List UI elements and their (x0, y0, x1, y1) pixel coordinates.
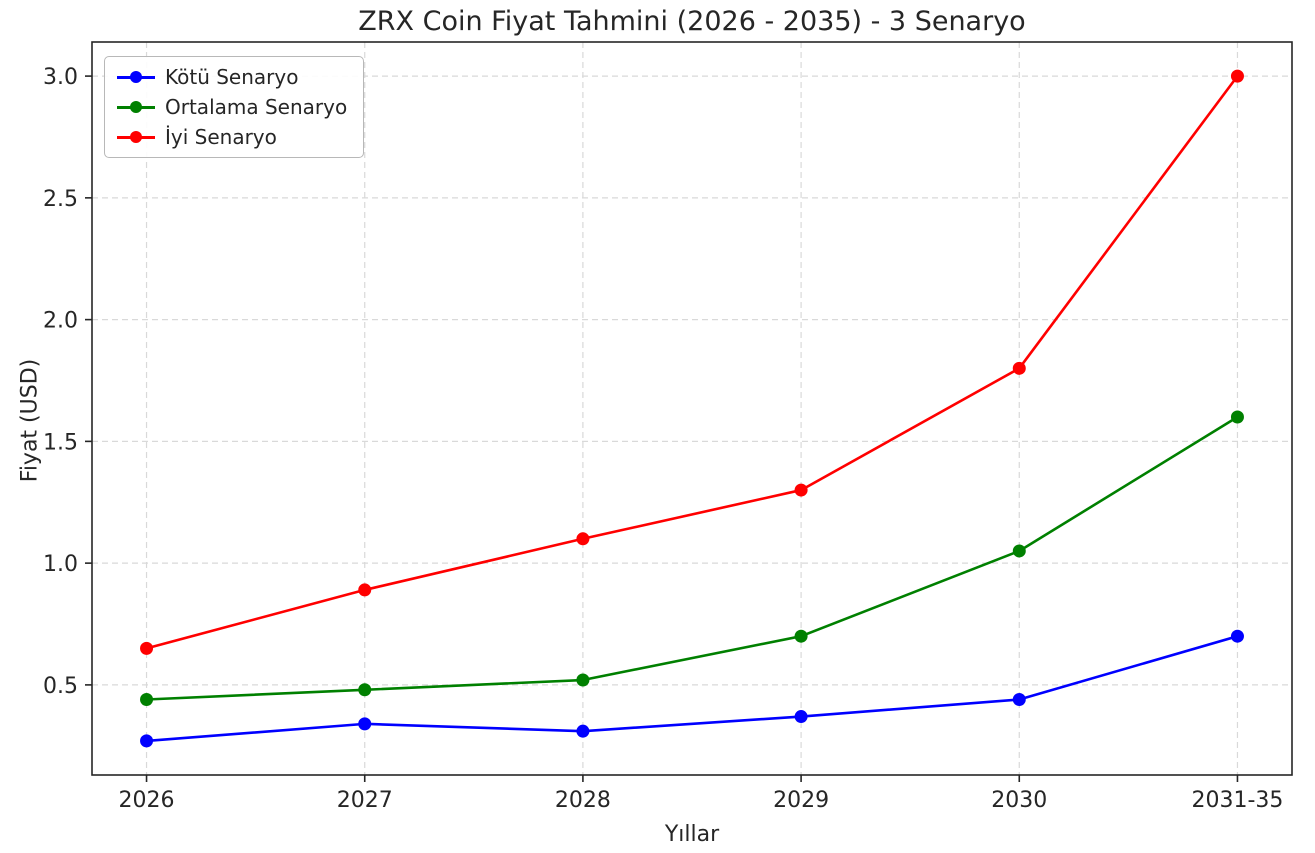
axes-spines (91, 41, 1293, 776)
x-tick-label: 2028 (555, 788, 611, 813)
data-point-marker (140, 734, 154, 748)
x-tick-label: 2026 (119, 788, 175, 813)
legend-marker-dot-icon (130, 101, 142, 113)
data-point-marker (1012, 693, 1026, 707)
data-point-marker (1012, 361, 1026, 375)
legend-label: Ortalama Senaryo (165, 95, 348, 119)
data-point-marker (140, 693, 154, 707)
legend-line-marker-icon (117, 101, 155, 113)
data-point-marker (358, 717, 372, 731)
legend-item: İyi Senaryo (117, 125, 347, 149)
y-tick-label: 2.5 (43, 187, 78, 212)
y-tick-label: 0.5 (43, 674, 78, 699)
data-point-marker (1230, 69, 1244, 83)
data-point-marker (358, 683, 372, 697)
data-point-marker (140, 641, 154, 655)
legend-label: İyi Senaryo (165, 125, 277, 149)
data-point-marker (576, 673, 590, 687)
series-line (145, 415, 1239, 701)
y-tick-label: 2.0 (43, 309, 78, 334)
data-point-marker (794, 629, 808, 643)
series-line (145, 634, 1239, 743)
data-point-marker (794, 710, 808, 724)
data-point-marker (1012, 544, 1026, 558)
y-tick-label: 1.0 (43, 552, 78, 577)
legend-label: Kötü Senaryo (165, 65, 299, 89)
legend-item: Ortalama Senaryo (117, 95, 347, 119)
legend: Kötü Senaryo Ortalama Senaryo İyi Senaryo (104, 56, 365, 158)
x-tick-label: 2031-35 (1191, 788, 1283, 813)
legend-marker-dot-icon (130, 131, 142, 143)
legend-line-marker-icon (117, 71, 155, 83)
x-tick-label: 2030 (991, 788, 1047, 813)
legend-item: Kötü Senaryo (117, 65, 347, 89)
data-point-marker (794, 483, 808, 497)
y-tick-label: 3.0 (43, 65, 78, 90)
data-point-marker (576, 724, 590, 738)
x-axis-label: Yıllar (664, 822, 720, 847)
data-point-marker (1230, 629, 1244, 643)
legend-line-marker-icon (117, 131, 155, 143)
x-tick-label: 2029 (773, 788, 829, 813)
series-line (145, 74, 1239, 650)
chart-title: ZRX Coin Fiyat Tahmini (2026 - 2035) - 3… (358, 6, 1026, 37)
legend-marker-dot-icon (130, 71, 142, 83)
data-point-marker (1230, 410, 1244, 424)
x-tick-label: 2027 (337, 788, 393, 813)
data-point-marker (358, 583, 372, 597)
data-point-marker (576, 532, 590, 546)
y-tick-label: 1.5 (43, 430, 78, 455)
